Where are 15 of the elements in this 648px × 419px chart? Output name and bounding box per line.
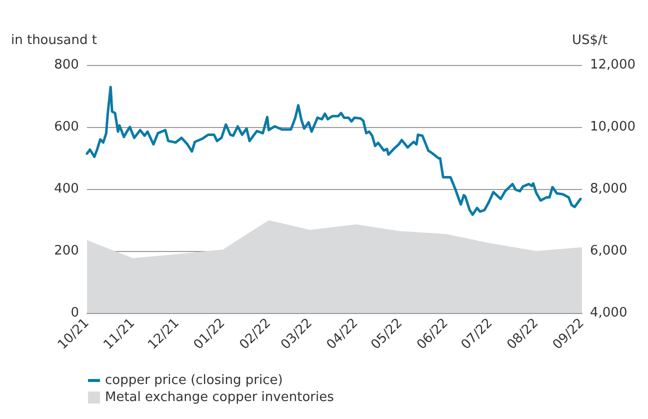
- y-tick-label: 600: [54, 120, 79, 134]
- y-tick-label: 0: [70, 306, 79, 320]
- y-tick-label: 800: [54, 58, 79, 72]
- y2-axis-title: US$/t: [572, 33, 608, 48]
- y2-tick-label: 6,000: [590, 244, 628, 258]
- y-tick-label: 200: [54, 244, 79, 258]
- line-series: [86, 86, 582, 216]
- y-tick-label: 400: [54, 182, 79, 196]
- legend-label: Metal exchange copper inventories: [105, 390, 334, 405]
- y2-tick-label: 12,000: [590, 58, 636, 72]
- y2-tick-label: 4,000: [590, 306, 628, 320]
- y2-tick-label: 10,000: [590, 120, 636, 134]
- legend-label: copper price (closing price): [105, 373, 283, 388]
- y2-tick-label: 8,000: [590, 182, 628, 196]
- y-axis-title: in thousand t: [10, 33, 97, 48]
